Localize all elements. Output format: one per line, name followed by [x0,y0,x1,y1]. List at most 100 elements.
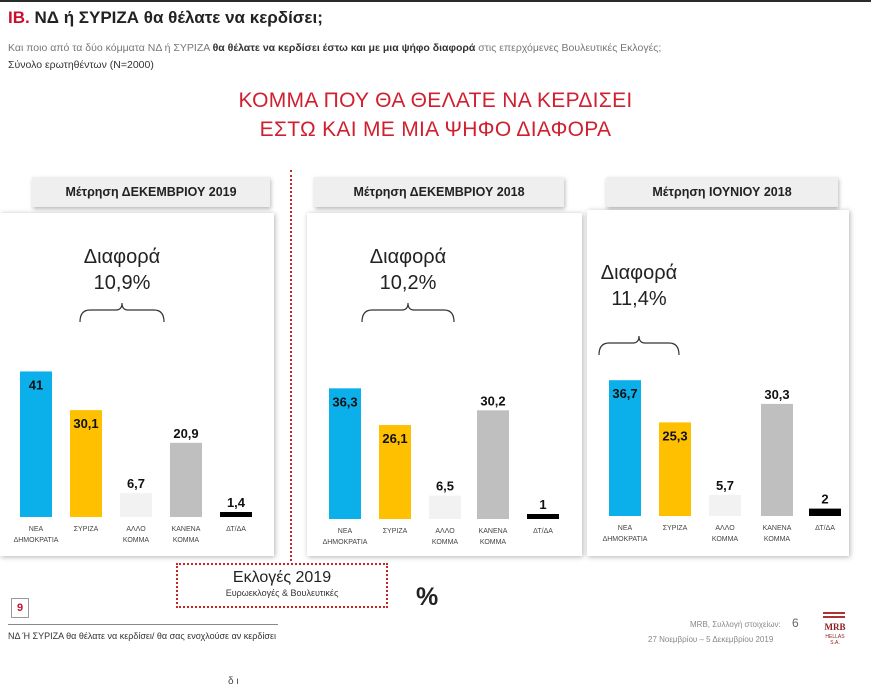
panel-title-dec-2018: Μέτρηση ΔΕΚΕΜΒΡΙΟΥ 2018 [314,177,564,207]
data-label-syriza: 26,1 [382,431,407,446]
data-label-kanena: 30,3 [764,387,789,402]
category-label-kanena: ΚΟΜΜΑ [764,536,791,543]
elections-subtitle: Ευρωεκλογές & Βουλευτικές [225,588,339,598]
category-label-kanena: ΚΑΝΕΝΑ [172,526,201,533]
bar-syriza [379,425,411,519]
difference-value: 10,9% [93,272,151,294]
footer-dates: 27 Νοεμβρίου – 5 Δεκεμβρίου 2019 [648,635,774,644]
category-label-nd: ΝΕΑ [29,526,44,533]
question-text: Και ποιο από τα δύο κόμματα ΝΔ ή ΣΥΡΙΖΑ … [8,42,661,54]
difference-label: Διαφορά [83,246,161,268]
chart-panel-jun-2018: Διαφορά 11,4% 36,7 ΝΕΑ ΔΗΜΟΚΡΑΤΙΑ 25,3 ΣΥΡΙΖΑ 5… [587,210,849,556]
data-label-syriza: 30,1 [73,416,98,431]
category-label-allo: ΚΟΜΜΑ [712,536,739,543]
slide-title: ΙΒ. ΝΔ ή ΣΥΡΙΖΑ θα θέλατε να κερδίσει; [8,8,323,28]
bar-chart-dec-2019: 41 ΝΕΑ ΔΗΜΟΚΡΑΤΙΑ 30,1 ΣΥΡΙΖΑ 6,7 ΑΛΛΟ ΚΟΜΜΑ 20,… [14,302,252,544]
logo-text: MRB [824,622,846,632]
bar-nd [20,371,52,517]
logo-bar [823,616,845,618]
data-label-allo: 5,7 [716,478,734,493]
data-label-dtda: 2 [821,492,828,507]
difference-annotation-dec-2019: Διαφορά 10,9% [80,244,164,296]
bar-allo [709,494,741,516]
difference-annotation-jun-2018: Διαφορά 11,4% [599,260,679,312]
elections-title: Εκλογές 2019 [232,569,332,586]
data-label-syriza: 25,3 [662,428,687,443]
category-label-nd: ΔΗΜΟΚΡΑΤΙΑ [603,536,648,543]
bar-nd [329,388,361,519]
category-label-allo: ΚΟΜΜΑ [123,537,150,544]
bar-chart-jun-2018: 36,7 ΝΕΑ ΔΗΜΟΚΡΑΤΙΑ 25,3 ΣΥΡΙΖΑ 5,7 ΑΛΛΟ ΚΟΜΜΑ 3… [598,335,841,543]
data-label-nd: 36,3 [332,394,357,409]
category-label-dtda: ΔΤ/ΔΑ [815,525,835,532]
category-label-nd: ΔΗΜΟΚΡΑΤΙΑ [14,537,59,544]
percent-sign: % [416,583,439,611]
category-label-nd: ΔΗΜΟΚΡΑΤΙΑ [323,539,368,546]
difference-value: 11,4% [611,288,667,310]
difference-annotation-dec-2018: Διαφορά 10,2% [362,244,454,296]
category-label-nd: ΝΕΑ [618,525,633,532]
bar-nd [609,380,641,516]
question-text-post: στις επερχόμενες Βουλευτικές Εκλογές; [475,42,662,54]
bar-kanena [170,442,202,517]
category-label-allo: ΑΛΛΟ [435,528,455,535]
logo-subtext: HELLAS S.A. [825,634,845,646]
category-label-allo: ΚΟΜΜΑ [432,539,459,546]
cutoff-text: δ ι [228,676,239,687]
footer-question: ΝΔ Ή ΣΥΡΙΖΑ θα θέλατε να κερδίσει/ θα σα… [8,631,276,641]
bar-chart-dec-2018: 36,3 ΝΕΑ ΔΗΜΟΚΡΑΤΙΑ 26,1 ΣΥΡΙΖΑ 6,5 ΑΛΛΟ ΚΟΜΜΑ 3… [323,302,559,546]
category-label-kanena: ΚΑΝΕΝΑ [763,525,792,532]
chart-panel-dec-2019: Διαφορά 10,9% 41 ΝΕΑ ΔΗΜΟΚΡΑΤΙΑ 30,1 ΣΥΡΙΖΑ 6,7… [0,213,274,556]
bar-syriza [70,410,102,517]
category-label-syriza: ΣΥΡΙΖΑ [383,528,408,535]
difference-label: Διαφορά [600,262,678,284]
difference-brace [79,302,165,323]
bar-dtda [809,508,841,516]
data-label-kanena: 20,9 [173,426,198,441]
data-label-nd: 36,7 [612,386,637,401]
difference-brace [598,335,680,356]
bar-kanena [761,403,793,516]
bar-allo [429,495,461,519]
footer-source: MRB, Συλλογή στοιχείων: [690,620,781,629]
category-label-syriza: ΣΥΡΙΖΑ [663,525,688,532]
bar-dtda [220,512,252,517]
category-label-kanena: ΚΑΝΕΝΑ [479,528,508,535]
category-label-dtda: ΔΤ/ΔΑ [533,528,553,535]
data-label-allo: 6,5 [436,479,454,494]
category-label-kanena: ΚΟΜΜΑ [173,537,200,544]
headline-line-1: ΚΟΜΜΑ ΠΟΥ ΘΑ ΘΕΛΑΤΕ ΝΑ ΚΕΡΔΙΣΕΙ [238,89,633,112]
category-label-dtda: ΔΤ/ΔΑ [226,526,246,533]
headline-line-2: ΕΣΤΩ ΚΑΙ ΜΕ ΜΙΑ ΨΗΦΟ ΔΙΑΦΟΡΑ [259,118,612,141]
sample-base: Σύνολο ερωτηθέντων (N=2000) [8,59,154,71]
data-label-kanena: 30,2 [480,393,505,408]
data-label-dtda: 1,4 [227,495,246,510]
top-rule [0,0,871,2]
footer-rule [8,624,278,625]
category-label-nd: ΝΕΑ [338,528,353,535]
difference-value: 10,2% [379,272,437,294]
dotted-divider [290,170,292,565]
category-label-allo: ΑΛΛΟ [715,525,735,532]
logo-bar [823,612,845,614]
headline: ΚΟΜΜΑ ΠΟΥ ΘΑ ΘΕΛΑΤΕ ΝΑ ΚΕΡΔΙΣΕΙ ΕΣΤΩ ΚΑΙ… [0,86,871,144]
footer-source-number: 6 [792,616,799,630]
bar-kanena [477,410,509,519]
category-label-syriza: ΣΥΡΙΖΑ [74,526,99,533]
panel-title-dec-2019: Μέτρηση ΔΕΚΕΜΒΡΙΟΥ 2019 [32,177,270,207]
question-title: ΝΔ ή ΣΥΡΙΖΑ θα θέλατε να κερδίσει; [34,8,323,27]
question-text-bold: θα θέλατε να κερδίσει έστω και με μια ψή… [212,42,476,54]
question-text-pre: Και ποιο από τα δύο κόμματα ΝΔ ή ΣΥΡΙΖΑ [8,42,213,54]
bar-syriza [659,422,691,516]
data-label-dtda: 1 [539,497,546,512]
question-code: ΙΒ. [8,8,30,27]
difference-label: Διαφορά [369,246,447,268]
mrb-logo: MRB HELLAS S.A. [823,612,846,646]
difference-brace [361,302,455,323]
data-label-nd: 41 [29,377,43,392]
panel-title-jun-2018: Μέτρηση ΙΟΥΝΙΟΥ 2018 [606,177,838,207]
bar-allo [120,493,152,517]
elections-2019-box: Εκλογές 2019 Ευρωεκλογές & Βουλευτικές [176,563,388,608]
category-label-kanena: ΚΟΜΜΑ [480,539,507,546]
chart-panel-dec-2018: Διαφορά 10,2% 36,3 ΝΕΑ ΔΗΜΟΚΡΑΤΙΑ 26,1 ΣΥΡΙΖΑ 6… [307,213,582,556]
